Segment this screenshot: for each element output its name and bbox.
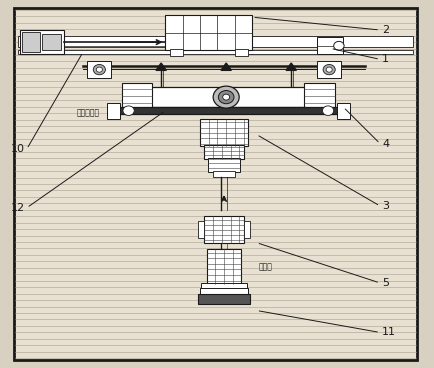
Bar	[303, 83, 334, 111]
Bar	[234, 49, 247, 56]
Text: 1: 1	[381, 54, 388, 64]
Circle shape	[93, 64, 105, 75]
Bar	[197, 222, 204, 238]
Text: 水平加载力: 水平加载力	[76, 108, 99, 117]
Circle shape	[218, 91, 233, 104]
Bar	[122, 83, 152, 111]
Bar	[204, 145, 243, 159]
Bar	[213, 171, 234, 177]
Circle shape	[333, 41, 343, 50]
Bar	[207, 158, 240, 172]
Bar	[200, 119, 247, 146]
Bar	[204, 216, 243, 243]
Circle shape	[222, 94, 229, 100]
Text: 11: 11	[381, 328, 395, 337]
Bar	[197, 294, 250, 304]
Circle shape	[213, 86, 239, 108]
Bar	[20, 30, 63, 54]
Bar	[200, 288, 247, 295]
Bar	[165, 15, 252, 50]
Bar	[316, 38, 342, 54]
Text: 4: 4	[381, 139, 388, 149]
Circle shape	[123, 106, 134, 116]
Circle shape	[322, 64, 335, 75]
Text: 5: 5	[381, 278, 388, 288]
Text: 12: 12	[10, 203, 24, 213]
Circle shape	[326, 67, 332, 72]
Bar	[243, 222, 250, 238]
Circle shape	[96, 67, 102, 72]
Bar	[87, 61, 111, 78]
Text: 3: 3	[381, 201, 388, 211]
Text: 2: 2	[381, 25, 388, 35]
Bar	[42, 34, 61, 50]
Bar	[18, 36, 412, 46]
Bar	[18, 50, 412, 54]
Bar	[169, 49, 182, 56]
Bar	[107, 103, 120, 119]
Bar	[206, 249, 241, 284]
Bar	[126, 87, 329, 107]
Bar	[22, 32, 39, 52]
Bar	[118, 107, 342, 114]
Polygon shape	[285, 63, 296, 70]
Bar	[201, 283, 246, 289]
Circle shape	[322, 106, 333, 116]
Text: 垂直力: 垂直力	[258, 262, 272, 271]
Bar	[316, 61, 340, 78]
Polygon shape	[220, 63, 231, 70]
Polygon shape	[155, 63, 166, 70]
Text: 10: 10	[10, 144, 24, 154]
Bar	[336, 103, 349, 119]
